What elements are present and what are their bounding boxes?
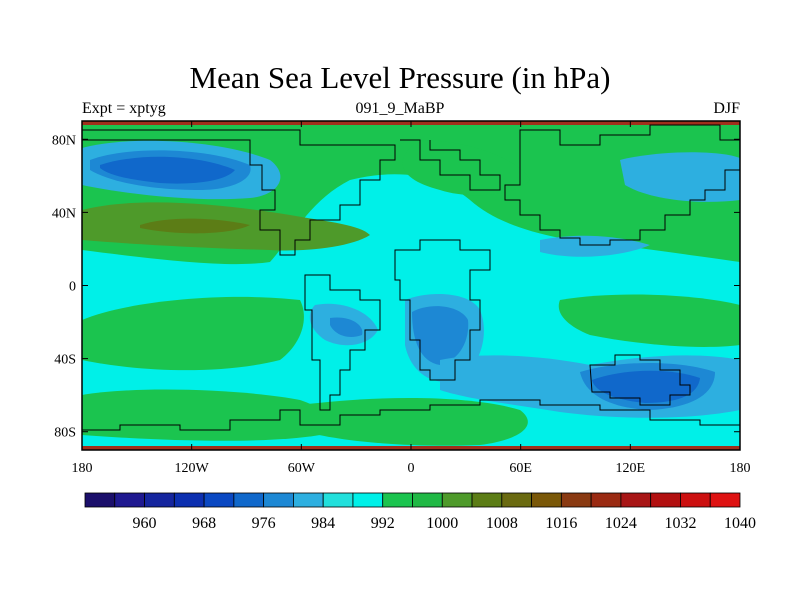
axis-ticks: 180 120W 60W 0 60E 120E 180 80N 40N 0 40S 80S — [52, 121, 751, 476]
y-tick-label: 40S — [54, 353, 76, 368]
contour-field — [82, 121, 740, 450]
colorbar-label: 1016 — [545, 515, 577, 532]
contour-region — [558, 294, 740, 347]
colorbar-box — [560, 492, 592, 508]
colorbar-box — [412, 492, 443, 508]
x-tick-label: 120E — [616, 461, 646, 476]
colorbar-box — [293, 492, 324, 508]
colorbar-box — [471, 492, 503, 508]
colorbar-label: 992 — [371, 515, 395, 532]
colorbar-label: 976 — [252, 515, 276, 532]
colorbar-box — [531, 492, 562, 508]
contour-region — [82, 296, 304, 371]
colorbar-box — [441, 492, 473, 508]
colorbar-box — [233, 492, 265, 508]
coastline-antarctica — [82, 399, 740, 431]
colorbar-label: 968 — [192, 515, 216, 532]
contour-region — [300, 398, 528, 446]
coastlines — [82, 124, 740, 431]
x-tick-label: 180 — [730, 461, 751, 476]
y-tick-label: 80N — [52, 133, 76, 148]
colorbar-label: 1032 — [664, 515, 696, 532]
coastline-north-america — [82, 129, 396, 256]
colorbar-box — [173, 492, 205, 508]
colorbar-box — [84, 492, 116, 508]
contour-region — [82, 389, 331, 441]
contour-region — [100, 156, 235, 184]
contour-region — [402, 140, 530, 196]
colorbar-box — [680, 492, 711, 508]
colorbar-box — [709, 492, 741, 508]
colorbar-box — [352, 492, 384, 508]
colorbar-label: 1040 — [724, 515, 756, 532]
y-tick-label: 80S — [54, 426, 76, 441]
colorbar-box — [590, 492, 622, 508]
colorbar-box — [501, 492, 532, 508]
x-tick-label: 60W — [288, 461, 316, 476]
colorbar-box — [382, 492, 413, 508]
colorbar-label: 1024 — [605, 515, 637, 532]
contour-region — [330, 317, 363, 337]
x-tick-label: 0 — [408, 461, 415, 476]
y-tick-label: 0 — [69, 280, 76, 295]
contour-region — [140, 218, 250, 234]
colorbar-box — [322, 492, 354, 508]
coastline-greenland — [400, 139, 501, 191]
time-period-label: 091_9_MaBP — [355, 100, 445, 117]
colorbar-box — [144, 492, 175, 508]
colorbar-label: 1008 — [486, 515, 518, 532]
colorbar-box — [650, 492, 681, 508]
y-tick-label: 40N — [52, 206, 76, 221]
x-tick-label: 60E — [509, 461, 532, 476]
contour-region — [540, 235, 650, 257]
season-label: DJF — [713, 100, 740, 117]
coastline-africa — [394, 239, 491, 381]
colorbar-box — [620, 492, 652, 508]
colorbar-box — [203, 492, 235, 508]
contour-region — [412, 306, 469, 365]
colorbar-label: 1000 — [426, 515, 458, 532]
colorbar-label: 960 — [133, 515, 157, 532]
coastline-australia — [589, 354, 691, 406]
colorbar-label: 984 — [311, 515, 335, 532]
colorbar-box — [263, 492, 294, 508]
map-title: Mean Sea Level Pressure (in hPa) — [189, 60, 611, 95]
colorbar-box — [114, 492, 145, 508]
contour-region — [620, 152, 740, 202]
x-tick-label: 120W — [175, 461, 210, 476]
coastline-south-america — [304, 274, 381, 411]
experiment-label: Expt = xptyg — [82, 100, 166, 117]
x-tick-label: 180 — [72, 461, 93, 476]
coastline-eurasia — [504, 124, 740, 246]
colorbar: 960 968 976 984 992 1000 1008 1016 1024 1032 1040 — [84, 492, 756, 532]
